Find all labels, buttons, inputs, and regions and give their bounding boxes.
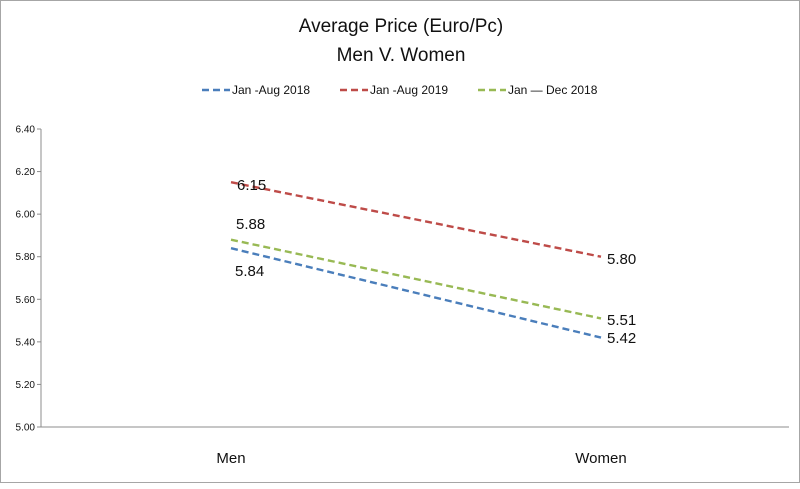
data-label-jan-dec-2018-women: 5.51 [607, 312, 636, 329]
y-tick-label: 5.00 [16, 423, 36, 434]
series-lines [230, 181, 602, 339]
data-label-jan-aug-2018-men: 5.84 [235, 263, 264, 280]
y-tick-label: 5.40 [16, 337, 36, 348]
chart-subtitle: Men V. Women [337, 45, 466, 66]
series-line-jan-aug-2019 [230, 181, 602, 258]
x-axis-labels: Men Women [216, 450, 626, 467]
x-tick-men: Men [216, 450, 245, 467]
y-tick-label: 5.80 [16, 252, 36, 263]
y-tick-label: 6.40 [16, 125, 36, 136]
legend-label-jan-aug-2019: Jan -Aug 2019 [370, 83, 448, 97]
legend-label-jan-aug-2018: Jan -Aug 2018 [232, 83, 310, 97]
legend-label-jan-dec-2018: Jan — Dec 2018 [508, 83, 598, 97]
y-tick-label: 6.20 [16, 167, 36, 178]
data-label-jan-aug-2019-men: 6.15 [237, 177, 266, 194]
y-axis: 5.00 5.20 5.40 5.60 5.80 6.00 6.20 6.40 [16, 125, 42, 434]
data-label-jan-aug-2018-women: 5.42 [607, 330, 636, 347]
data-label-jan-dec-2018-men: 5.88 [236, 216, 265, 233]
y-tick-label: 5.20 [16, 380, 36, 391]
y-tick-label: 5.60 [16, 295, 36, 306]
legend: Jan -Aug 2018 Jan -Aug 2019 Jan — Dec 20… [202, 83, 598, 97]
data-labels: 5.84 5.42 6.15 5.80 5.88 5.51 [235, 177, 636, 347]
chart-title: Average Price (Euro/Pc) [299, 16, 504, 37]
series-line-jan-dec-2018 [230, 238, 602, 320]
data-label-jan-aug-2019-women: 5.80 [607, 251, 636, 268]
series-line-jan-aug-2018 [230, 247, 602, 339]
x-tick-women: Women [575, 450, 626, 467]
y-tick-label: 6.00 [16, 210, 36, 221]
